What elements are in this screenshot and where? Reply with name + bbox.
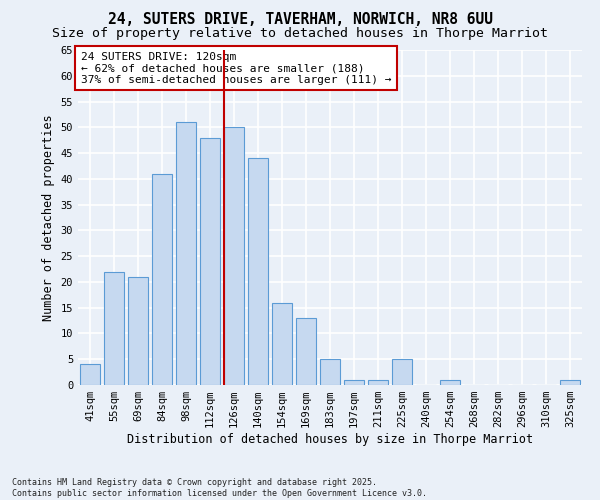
Bar <box>248 158 268 385</box>
Bar <box>152 174 172 385</box>
Bar <box>296 318 316 385</box>
Bar <box>392 359 412 385</box>
Bar <box>272 302 292 385</box>
Bar <box>368 380 388 385</box>
Y-axis label: Number of detached properties: Number of detached properties <box>42 114 55 321</box>
Text: 24 SUTERS DRIVE: 120sqm
← 62% of detached houses are smaller (188)
37% of semi-d: 24 SUTERS DRIVE: 120sqm ← 62% of detache… <box>80 52 391 85</box>
Bar <box>104 272 124 385</box>
Bar <box>128 277 148 385</box>
Bar <box>440 380 460 385</box>
Bar <box>560 380 580 385</box>
Bar <box>200 138 220 385</box>
Bar <box>224 128 244 385</box>
Text: 24, SUTERS DRIVE, TAVERHAM, NORWICH, NR8 6UU: 24, SUTERS DRIVE, TAVERHAM, NORWICH, NR8… <box>107 12 493 28</box>
Bar <box>80 364 100 385</box>
Bar <box>320 359 340 385</box>
Bar <box>344 380 364 385</box>
Text: Size of property relative to detached houses in Thorpe Marriot: Size of property relative to detached ho… <box>52 28 548 40</box>
X-axis label: Distribution of detached houses by size in Thorpe Marriot: Distribution of detached houses by size … <box>127 433 533 446</box>
Text: Contains HM Land Registry data © Crown copyright and database right 2025.
Contai: Contains HM Land Registry data © Crown c… <box>12 478 427 498</box>
Bar <box>176 122 196 385</box>
